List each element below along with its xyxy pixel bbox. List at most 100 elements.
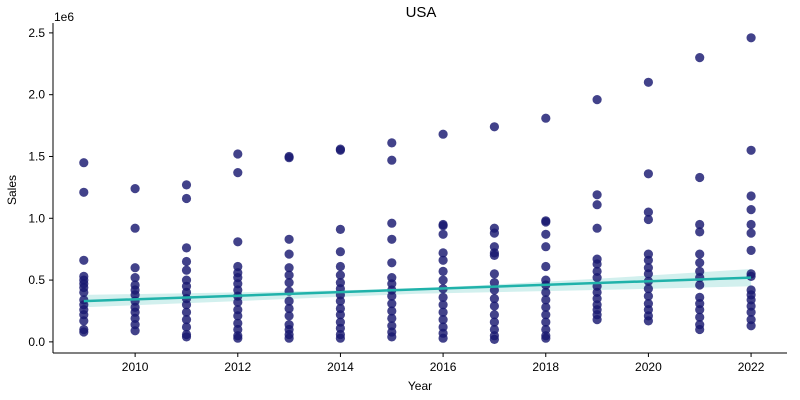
y-axis-ticks: 0.0 0.5 1.0 1.5 2.0 2.5 <box>28 26 53 349</box>
data-point <box>643 255 654 265</box>
data-point <box>79 255 89 265</box>
data-point <box>489 278 499 288</box>
data-point <box>284 153 294 163</box>
data-point <box>541 261 551 272</box>
data-point <box>438 255 448 265</box>
data-point <box>438 248 448 258</box>
data-point <box>233 333 243 343</box>
data-point <box>335 145 345 155</box>
data-point <box>130 326 140 336</box>
data-point <box>643 207 654 217</box>
data-point <box>387 313 397 323</box>
data-point <box>643 169 654 179</box>
data-point <box>746 321 756 331</box>
data-point <box>233 297 243 307</box>
data-point <box>387 291 397 301</box>
data-point <box>284 263 294 273</box>
data-point <box>489 250 499 260</box>
data-point <box>746 191 756 201</box>
data-point <box>643 284 654 294</box>
data-point <box>541 333 551 343</box>
data-point <box>387 218 397 228</box>
data-point <box>79 158 89 168</box>
data-point <box>387 155 397 165</box>
data-point <box>181 193 192 204</box>
data-point <box>746 245 756 255</box>
data-point <box>438 129 448 139</box>
data-point <box>335 296 345 306</box>
data-point <box>284 270 294 280</box>
data-point <box>489 334 499 344</box>
data-point <box>592 190 602 200</box>
x-tick-label: 2010 <box>122 360 149 374</box>
data-point <box>233 237 243 247</box>
data-point <box>181 300 192 310</box>
y-tick-label: 0.0 <box>28 335 45 349</box>
data-point <box>695 227 705 237</box>
data-point <box>489 122 499 132</box>
data-point <box>284 278 294 288</box>
data-point <box>541 310 551 320</box>
data-point <box>746 307 756 317</box>
data-point <box>335 224 345 234</box>
data-point <box>387 138 397 148</box>
data-point <box>489 228 499 238</box>
data-point <box>541 242 551 252</box>
data-point <box>592 259 602 269</box>
data-point <box>695 219 705 230</box>
data-point <box>233 149 243 159</box>
data-point <box>746 219 756 230</box>
y-tick-label: 2.5 <box>28 26 45 40</box>
data-point <box>643 291 654 301</box>
y-tick-label: 1.0 <box>28 211 45 225</box>
data-point <box>592 95 602 105</box>
x-axis-label: Year <box>408 379 432 393</box>
data-point <box>695 280 705 290</box>
data-point <box>438 300 448 310</box>
data-point <box>284 303 294 314</box>
data-point <box>335 333 345 343</box>
data-point <box>181 243 192 253</box>
data-point <box>541 317 551 327</box>
trend-line <box>83 276 752 303</box>
y-axis-label: Sales <box>5 175 19 205</box>
data-point <box>335 310 345 320</box>
y-offset-label: 1e6 <box>54 10 74 24</box>
data-point <box>541 113 551 123</box>
x-tick-label: 2018 <box>532 360 559 374</box>
data-point <box>438 221 448 231</box>
data-point <box>592 315 602 325</box>
data-point <box>335 261 345 272</box>
data-point <box>643 269 654 279</box>
data-point <box>695 312 705 322</box>
data-point <box>181 265 192 275</box>
x-tick-label: 2020 <box>635 360 662 374</box>
data-point <box>335 270 345 280</box>
data-point <box>181 322 192 332</box>
data-point <box>541 217 551 227</box>
data-point <box>181 256 192 267</box>
data-point <box>489 310 499 320</box>
data-point <box>79 327 89 337</box>
data-point <box>592 200 602 210</box>
data-point <box>695 305 705 315</box>
data-point <box>438 333 448 343</box>
data-point <box>181 307 192 317</box>
data-point <box>387 306 397 316</box>
data-point <box>695 258 705 268</box>
data-point <box>335 247 345 257</box>
data-point <box>746 205 756 215</box>
data-point <box>746 271 756 281</box>
data-point <box>695 249 705 259</box>
data-point <box>79 187 89 197</box>
x-tick-label: 2014 <box>327 360 354 374</box>
data-point <box>387 299 397 309</box>
data-point <box>489 301 499 311</box>
data-point <box>695 324 705 335</box>
data-point <box>541 302 551 312</box>
data-point <box>643 214 654 225</box>
data-point <box>438 307 448 317</box>
data-point <box>643 77 654 87</box>
data-point <box>79 316 89 326</box>
